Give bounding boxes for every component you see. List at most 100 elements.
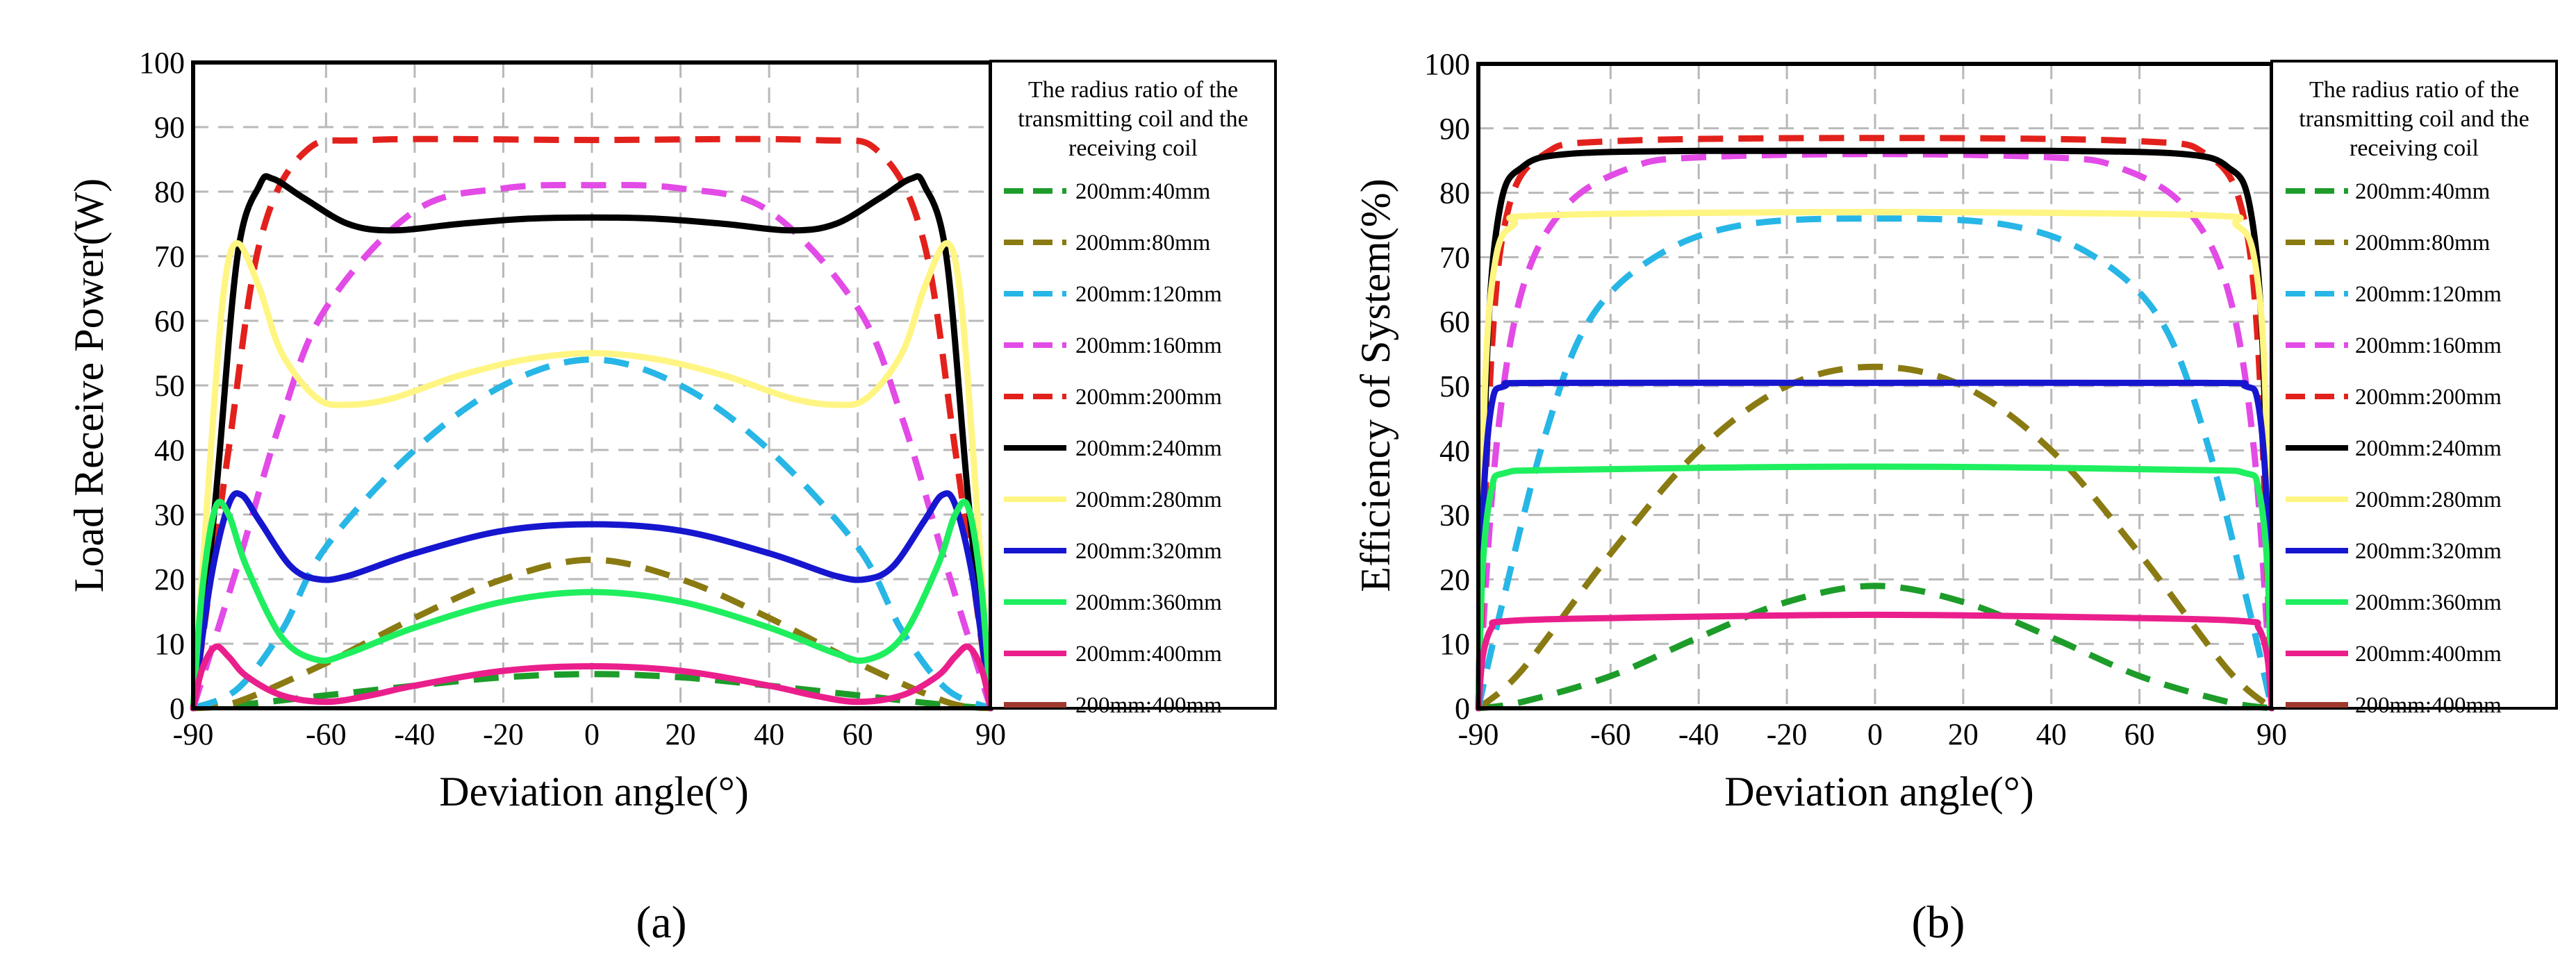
legend-label-200mm-200mm-4: 200mm:200mm: [2355, 385, 2502, 410]
y-tick-label-70: 70: [1439, 240, 1470, 274]
series-line-200mm-80mm-1: [1476, 363, 2274, 711]
series-line-200mm-400mm-9: [1475, 611, 2275, 712]
y-tick-label-60: 60: [1439, 305, 1470, 339]
legend-label-200mm-120mm-2: 200mm:120mm: [2355, 282, 2502, 307]
x-tick-label-20: 20: [666, 717, 696, 751]
series-line-200mm-320mm-7: [1475, 379, 2275, 712]
y-tick-label-0: 0: [1455, 692, 1470, 726]
legend-b: The radius ratio of the transmitting coi…: [2270, 60, 2558, 718]
series-line-200mm-240mm-5: [190, 173, 994, 712]
y-tick-label-40: 40: [1439, 434, 1470, 468]
x-tick-label-40: 40: [754, 717, 784, 751]
y-tick-label-80: 80: [154, 175, 185, 209]
chart-panel-b: Efficiency of System(%) 0 10 20 30 40 50 60 70 8…: [1353, 47, 2558, 948]
x-tick-label-60: 60: [2124, 717, 2155, 751]
x-tick-label-90: -90: [173, 717, 214, 751]
series-group-a: [190, 135, 994, 712]
series-line-200mm-40mm-0: [192, 671, 991, 712]
x-tick-label-20: -20: [483, 717, 524, 751]
x-axis-title-b: Deviation angle(°): [1724, 769, 2034, 815]
grid-b: [1478, 64, 2272, 708]
series-line-200mm-280mm-6: [190, 240, 994, 712]
series-line-200mm-120mm-2: [1475, 215, 2275, 710]
plot-frame-b: [1476, 62, 2274, 710]
legend-label-200mm-360mm-8: 200mm:360mm: [1075, 590, 1222, 615]
x-tick-label-20: 20: [1948, 717, 1979, 751]
series-group-b: [1475, 135, 2275, 712]
legend-label-200mm-160mm-3: 200mm:160mm: [2355, 333, 2502, 358]
y-axis-title-a: Load Receive Power(W): [66, 178, 112, 592]
legend-label-200mm-80mm-1: 200mm:80mm: [2355, 231, 2491, 256]
legend-label-200mm-40mm-0: 200mm:40mm: [2355, 179, 2491, 204]
y-tick-label-90: 90: [1439, 112, 1470, 146]
series-line-200mm-280mm-6: [1475, 208, 2275, 712]
y-tick-label-40: 40: [154, 433, 185, 467]
x-tick-label-0: 0: [584, 717, 600, 751]
series-line-200mm-160mm-3: [1475, 151, 2275, 709]
y-tick-label-30: 30: [1439, 499, 1470, 533]
x-tick-label-0: 0: [1867, 717, 1883, 751]
legend-title-line-1-a: The radius ratio of the: [1028, 77, 1238, 103]
y-tick-label-50: 50: [1439, 369, 1470, 403]
panel-label-a: (a): [636, 897, 686, 948]
y-axis-title-b: Efficiency of System(%): [1353, 178, 1398, 592]
y-tick-label-0: 0: [170, 692, 185, 726]
legend-label-200mm-280mm-6: 200mm:280mm: [2355, 487, 2502, 512]
chart-panel-a: Load Receive Power(W) 0 10 20 30 40 50 60 70 80 9…: [66, 46, 1277, 948]
legend-label-200mm-80mm-1: 200mm:80mm: [1075, 231, 1211, 256]
legend-title-line-2-b: transmitting coil and the: [2299, 106, 2529, 132]
legend-a: The radius ratio of the transmitting coi…: [989, 60, 1277, 718]
series-line-200mm-320mm-7: [190, 490, 994, 712]
legend-label-200mm-360mm-8: 200mm:360mm: [2355, 590, 2502, 615]
legend-title-line-3-b: receiving coil: [2350, 135, 2479, 161]
series-line-200mm-200mm-4: [190, 135, 994, 709]
y-tick-label-50: 50: [154, 369, 185, 403]
x-axis-title-a: Deviation angle(°): [439, 769, 749, 815]
series-line-200mm-120mm-2: [192, 356, 992, 712]
legend-label-200mm-280mm-6: 200mm:280mm: [1075, 487, 1222, 512]
legend-label-200mm-240mm-5: 200mm:240mm: [2355, 436, 2502, 461]
y-tick-label-70: 70: [154, 240, 185, 274]
x-tick-label-40: -40: [1678, 717, 1719, 751]
y-tick-label-100: 100: [1424, 47, 1470, 81]
y-tick-label-20: 20: [154, 562, 185, 596]
x-tick-labels-b: -90 -60 -40 -20 0 20 40 60 90: [1458, 717, 2287, 751]
legend-title-line-2-a: transmitting coil and the: [1018, 106, 1248, 132]
legend-label-200mm-400mm-10: 200mm:400mm: [2355, 693, 2502, 718]
legend-title-line-3-a: receiving coil: [1068, 135, 1198, 161]
legend-label-200mm-400mm-9: 200mm:400mm: [1075, 642, 1222, 667]
series-line-200mm-360mm-8: [1475, 463, 2275, 712]
legend-label-200mm-200mm-4: 200mm:200mm: [1075, 385, 1222, 410]
series-line-200mm-200mm-4: [1475, 135, 2275, 709]
x-tick-label-60: -60: [306, 717, 347, 751]
x-tick-label-90: -90: [1458, 717, 1499, 751]
series-line-200mm-400mm-9: [190, 643, 994, 712]
x-tick-label-40: -40: [395, 717, 436, 751]
x-tick-label-90: 90: [975, 717, 1006, 751]
legend-label-200mm-120mm-2: 200mm:120mm: [1075, 282, 1222, 307]
y-tick-label-80: 80: [1439, 176, 1470, 210]
x-tick-label-40: 40: [2036, 717, 2067, 751]
y-tick-label-90: 90: [154, 110, 185, 144]
y-tick-label-10: 10: [154, 627, 185, 661]
x-tick-label-60: -60: [1590, 717, 1631, 751]
panel-label-b: (b): [1912, 897, 1965, 948]
series-line-200mm-80mm-1: [192, 556, 991, 712]
legend-label-200mm-240mm-5: 200mm:240mm: [1075, 436, 1222, 461]
y-tick-labels-b: 0 10 20 30 40 50 60 70 80 90 100: [1424, 47, 1470, 726]
y-tick-label-30: 30: [154, 498, 185, 532]
legend-items-a: 200mm:40mm 200mm:80mm 200mm:120mm 200mm:160…: [1004, 179, 1222, 718]
legend-label-200mm-40mm-0: 200mm:40mm: [1075, 179, 1211, 204]
legend-label-200mm-320mm-7: 200mm:320mm: [1075, 539, 1222, 564]
legend-label-200mm-320mm-7: 200mm:320mm: [2355, 539, 2502, 564]
x-tick-label-20: -20: [1767, 717, 1808, 751]
x-tick-label-60: 60: [843, 717, 873, 751]
legend-label-200mm-160mm-3: 200mm:160mm: [1075, 333, 1222, 358]
x-tick-labels-a: -90 -60 -40 -20 0 20 40 60 90: [173, 717, 1006, 751]
series-line-200mm-160mm-3: [190, 182, 994, 710]
legend-label-200mm-400mm-9: 200mm:400mm: [2355, 642, 2502, 667]
legend-title-line-1-b: The radius ratio of the: [2309, 77, 2519, 103]
grid-a: [193, 62, 991, 708]
y-tick-labels-a: 0 10 20 30 40 50 60 70 80 90 100: [139, 46, 185, 726]
